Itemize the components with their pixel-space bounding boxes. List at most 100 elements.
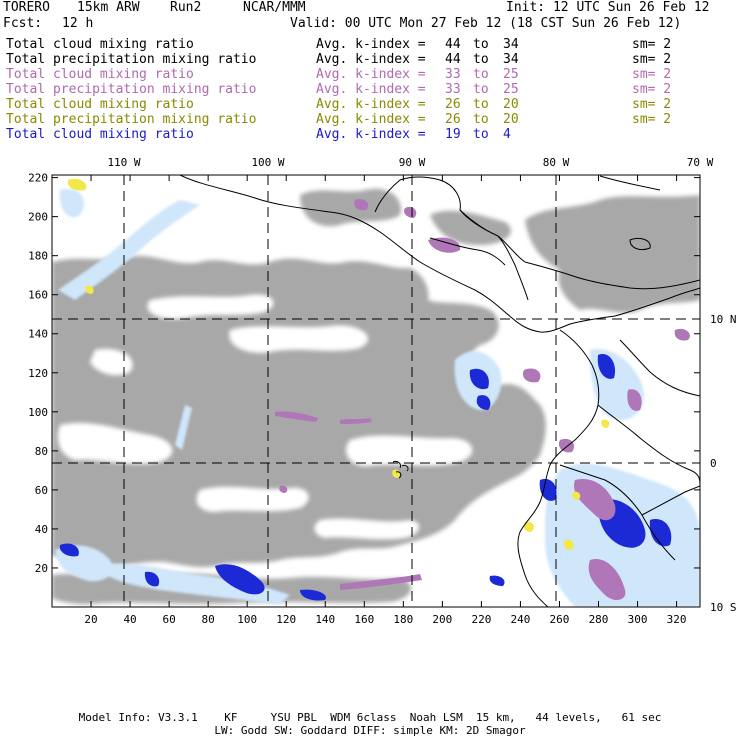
legend-row-sm: sm= 2 (632, 82, 672, 97)
model-org: NCAR/MMM (243, 0, 306, 15)
y-tick-label: 140 (28, 328, 48, 341)
y-tick-label: 160 (28, 289, 48, 302)
gray-cloud-main (52, 255, 546, 568)
light-blue-streak-3 (175, 405, 192, 450)
yellow-spot-3 (523, 521, 534, 532)
deep-blue-ec (489, 575, 505, 586)
yellow-spot-1 (67, 178, 87, 191)
legend-row-to: 34 (503, 52, 519, 67)
x-tick-label: 100 (237, 613, 257, 626)
legend-row-to-word: to (473, 112, 489, 127)
deep-blue-center (469, 368, 489, 390)
legend-row-to-word: to (473, 67, 489, 82)
yellow-spot-5 (601, 419, 610, 428)
y-tick-label: 60 (35, 484, 48, 497)
y-tick-label: 100 (28, 406, 48, 419)
border-colombia (619, 339, 700, 397)
footer-physics-info: LW: Godd SW: Goddard DIFF: simple KM: 2D… (214, 724, 526, 737)
y-tick-label: 200 (28, 211, 48, 224)
legend-row-avg: Avg. k-index = (316, 112, 426, 127)
lon-label: 80 W (543, 156, 570, 169)
lon-label: 110 W (107, 156, 140, 169)
x-tick-label: 220 (471, 613, 491, 626)
lat-label: 0 (710, 457, 717, 470)
x-tick-label: 320 (667, 613, 687, 626)
legend-row-field: Total cloud mixing ratio (6, 127, 194, 142)
coast-yucatan (374, 176, 526, 263)
coastlines (179, 175, 700, 607)
legend-row-sm: sm= 2 (632, 97, 672, 112)
yellow-spot-4 (563, 539, 574, 550)
light-blue-streak (58, 200, 200, 300)
legend-row-from: 19 (445, 127, 461, 142)
border-ca-1 (429, 237, 506, 266)
forecast-hour: 12 h (62, 16, 94, 31)
x-tick-label: 120 (276, 613, 296, 626)
border-peru-brazil (641, 485, 700, 516)
violet-sw (558, 438, 575, 453)
legend-row-avg: Avg. k-index = (316, 97, 426, 112)
lat-lon-grid (52, 175, 700, 607)
deep-blue-se-2 (649, 519, 672, 547)
x-tick-label: 160 (354, 613, 374, 626)
legend-row-from: 26 (445, 112, 461, 127)
legend-row-sm: sm= 2 (632, 37, 672, 52)
border-ca-2 (459, 209, 487, 231)
clear-hole-4 (346, 435, 473, 467)
model-resolution: 15km ARW (77, 0, 140, 15)
legend-row-from: 44 (445, 52, 461, 67)
model-run: Run2 (170, 0, 202, 15)
violet-ca-1 (428, 237, 461, 253)
axis-labels: 20 40 60 80 100 120 140 160 180 200 220 240 260 280 30… (28, 156, 736, 626)
x-tick-label: 20 (84, 613, 97, 626)
violet-ca-3 (404, 206, 417, 218)
coast-cuba (599, 175, 661, 191)
legend-row-avg: Avg. k-index = (316, 52, 426, 67)
x-tick-label: 200 (432, 613, 452, 626)
legend-row-to-word: to (473, 52, 489, 67)
coast-lake (629, 237, 651, 251)
forecast-label: Fcst: (3, 16, 43, 31)
legend-row-to: 20 (503, 112, 519, 127)
lon-label: 90 W (399, 156, 426, 169)
legend-row-to: 4 (503, 127, 511, 142)
x-tick-label: 180 (393, 613, 413, 626)
clear-hole-6 (314, 518, 420, 540)
violet-ne (674, 328, 690, 341)
x-tick-label: 260 (550, 613, 570, 626)
legend-row-from: 26 (445, 97, 461, 112)
y-tick-label: 180 (28, 250, 48, 263)
coast-andes-interior (597, 404, 700, 486)
cloud-yellow-layer (67, 178, 610, 550)
x-tick-label: 300 (628, 613, 648, 626)
legend-row-field: Total cloud mixing ratio (6, 37, 194, 52)
legend-row-from: 33 (445, 67, 461, 82)
legend-row-sm: sm= 2 (632, 52, 672, 67)
deep-blue-sw (59, 543, 79, 557)
x-tick-label: 140 (315, 613, 335, 626)
legend-row-field: Total precipitation mixing ratio (6, 52, 257, 67)
deep-blue-south (215, 564, 265, 595)
galapagos (392, 461, 409, 479)
legend-row-avg: Avg. k-index = (316, 67, 426, 82)
model-name: TORERO (3, 0, 50, 15)
legend-row-to-word: to (473, 37, 489, 52)
legend-row-to: 34 (503, 37, 519, 52)
y-tick-label: 220 (28, 172, 48, 185)
yellow-spot-2 (85, 285, 94, 294)
valid-time: Valid: 00 UTC Mon 27 Feb 12 (18 CST Sun … (290, 16, 682, 31)
lat-label: 10 N (710, 313, 737, 326)
legend-row-avg: Avg. k-index = (316, 82, 426, 97)
violet-col (627, 389, 642, 411)
clear-hole-1 (147, 294, 274, 319)
x-tick-label: 280 (589, 613, 609, 626)
legend-row-field: Total precipitation mixing ratio (6, 82, 257, 97)
clear-hole-5 (196, 486, 309, 512)
violet-band-2 (340, 418, 372, 424)
legend-row-from: 44 (445, 37, 461, 52)
clear-hole-2 (229, 325, 369, 353)
map-field-layers (52, 175, 700, 607)
violet-south (340, 574, 422, 590)
border-ca-3 (497, 235, 529, 301)
legend-row-to: 25 (503, 82, 519, 97)
